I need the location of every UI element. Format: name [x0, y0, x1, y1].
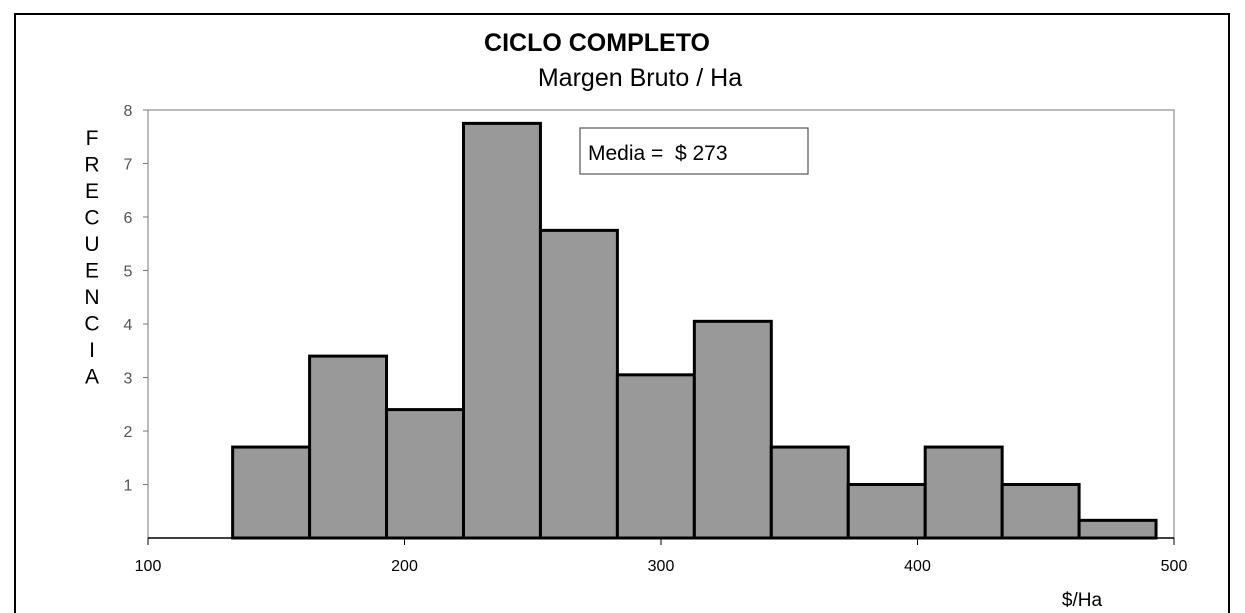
x-tick-label: 400 [904, 558, 931, 575]
chart-frame [14, 13, 1230, 613]
x-tick-label: 500 [1161, 558, 1188, 575]
y-tick-label: 8 [124, 103, 133, 120]
chart-title: CICLO COMPLETO [484, 29, 710, 57]
y-axis-label-letter: N [84, 286, 99, 309]
y-axis-label-letter: E [85, 180, 99, 203]
x-tick-label: 100 [135, 558, 162, 575]
y-tick-label: 4 [124, 317, 133, 334]
bar [538, 228, 619, 540]
mean-annotation: Media = $ 273 [588, 142, 728, 165]
x-tick-label: 200 [391, 558, 418, 575]
y-axis-ticks: 1 2 3 4 5 6 7 8 [124, 103, 148, 495]
y-axis-label-letter: F [86, 127, 99, 150]
bar [615, 373, 696, 540]
y-axis-label-letter: A [85, 366, 99, 389]
bar [308, 354, 389, 540]
y-tick-label: 3 [124, 371, 133, 388]
bar [385, 408, 465, 540]
bar [231, 445, 312, 540]
bar [846, 483, 927, 540]
y-axis-label-letter: C [84, 207, 99, 230]
y-tick-label: 2 [124, 424, 133, 441]
y-axis-label-letter: E [85, 260, 99, 283]
bar [1077, 518, 1158, 540]
y-axis-label-letter: R [84, 154, 99, 177]
y-tick-label: 6 [124, 210, 133, 227]
y-tick-label: 1 [124, 478, 133, 495]
y-tick-label: 7 [124, 157, 133, 174]
y-tick-label: 5 [124, 264, 133, 281]
bar [923, 445, 1004, 540]
y-axis-label-letter: C [84, 313, 99, 336]
bar [461, 121, 542, 540]
chart-subtitle: Margen Bruto / Ha [538, 64, 742, 92]
x-tick-label: 300 [648, 558, 675, 575]
y-axis-label-letter: I [89, 339, 95, 362]
x-axis-ticks: 100 200 300 400 500 [135, 538, 1188, 575]
bar [1000, 483, 1081, 540]
bar [692, 319, 773, 540]
y-axis-label-letter: U [84, 233, 99, 256]
mean-annotation-box [579, 127, 809, 175]
x-axis-label: $/Ha [1062, 590, 1103, 610]
bar [769, 445, 850, 540]
bars [231, 121, 1158, 540]
